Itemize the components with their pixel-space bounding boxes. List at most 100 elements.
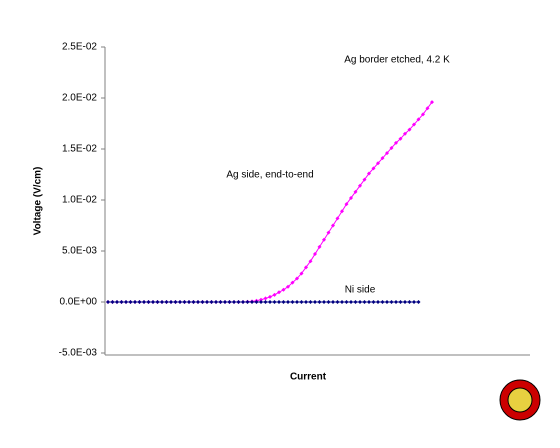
data-point (304, 300, 308, 304)
data-point (394, 300, 398, 304)
data-point (146, 300, 151, 304)
data-point (367, 300, 371, 304)
data-point (430, 100, 434, 105)
data-point (344, 202, 349, 207)
data-point (160, 300, 164, 304)
data-point (322, 300, 326, 304)
data-point (358, 183, 362, 188)
data-point (218, 300, 223, 304)
data-point (277, 290, 281, 295)
data-point (340, 209, 344, 214)
data-point (398, 300, 403, 304)
data-point (286, 300, 290, 304)
data-point (326, 300, 331, 304)
y-tick-label: 1.0E-02 (62, 195, 97, 206)
data-point (340, 300, 344, 304)
y-tick-label: 2.5E-02 (62, 42, 97, 53)
y-tick-label: 2.0E-02 (62, 93, 97, 104)
data-point (286, 284, 290, 289)
data-point (295, 300, 299, 304)
data-point (205, 300, 209, 304)
data-point (277, 300, 281, 304)
data-point (290, 280, 295, 285)
data-point (353, 189, 358, 194)
data-point (191, 300, 196, 304)
data-point (263, 300, 268, 304)
data-point (322, 237, 326, 242)
chart-title: Ag border etched, 4.2 K (344, 55, 450, 66)
data-point (331, 300, 335, 304)
data-point (142, 300, 146, 304)
data-point (407, 127, 412, 132)
data-point (173, 300, 178, 304)
data-point (412, 122, 416, 127)
data-point (403, 131, 407, 136)
data-point (335, 300, 340, 304)
data-point (313, 300, 317, 304)
x-axis-label: Current (290, 372, 327, 383)
data-point (236, 300, 241, 304)
data-point (317, 300, 322, 304)
data-point (385, 151, 389, 156)
data-point (272, 292, 277, 297)
data-point (331, 223, 335, 228)
data-point (398, 136, 403, 141)
series-annotation: Ag side, end-to-end (226, 170, 313, 181)
data-point (299, 271, 304, 276)
data-point (362, 177, 367, 182)
data-point (196, 300, 200, 304)
data-point (335, 216, 340, 221)
data-point (281, 300, 286, 304)
data-point (389, 145, 394, 150)
data-point (407, 300, 412, 304)
data-point (272, 300, 277, 304)
data-point (214, 300, 218, 304)
data-point (200, 300, 205, 304)
y-tick-label: 0.0E+00 (59, 297, 97, 308)
data-point (349, 300, 353, 304)
data-point (412, 300, 416, 304)
data-point (254, 300, 259, 304)
y-tick-label: 1.5E-02 (62, 144, 97, 155)
data-point (421, 112, 425, 117)
data-point (155, 300, 160, 304)
data-point (106, 300, 110, 304)
data-point (268, 294, 272, 299)
data-point (389, 300, 394, 304)
data-point (259, 300, 263, 304)
data-point (268, 300, 272, 304)
data-point (376, 300, 380, 304)
data-point (115, 300, 119, 304)
y-tick-label: -5.0E-03 (59, 348, 98, 359)
data-point (349, 195, 353, 200)
data-point (124, 300, 128, 304)
data-point (110, 300, 115, 304)
data-point (241, 300, 245, 304)
data-point (128, 300, 133, 304)
y-tick-label: 5.0E-03 (62, 246, 97, 257)
data-point (232, 300, 236, 304)
data-point (403, 300, 407, 304)
data-point (425, 106, 430, 111)
data-point (178, 300, 182, 304)
data-point (133, 300, 137, 304)
data-point (376, 161, 380, 166)
data-point (317, 244, 322, 249)
data-point (308, 259, 313, 264)
data-point (326, 230, 331, 235)
data-point (182, 300, 187, 304)
series-annotation: Ni side (345, 285, 376, 296)
data-point (367, 171, 371, 176)
data-point (259, 297, 263, 302)
data-point (223, 300, 227, 304)
data-point (295, 276, 299, 281)
data-point (394, 140, 398, 145)
data-point (245, 300, 250, 304)
data-point (281, 287, 286, 292)
data-point (371, 166, 376, 171)
data-point (209, 300, 214, 304)
data-point (137, 300, 142, 304)
data-point (164, 300, 169, 304)
